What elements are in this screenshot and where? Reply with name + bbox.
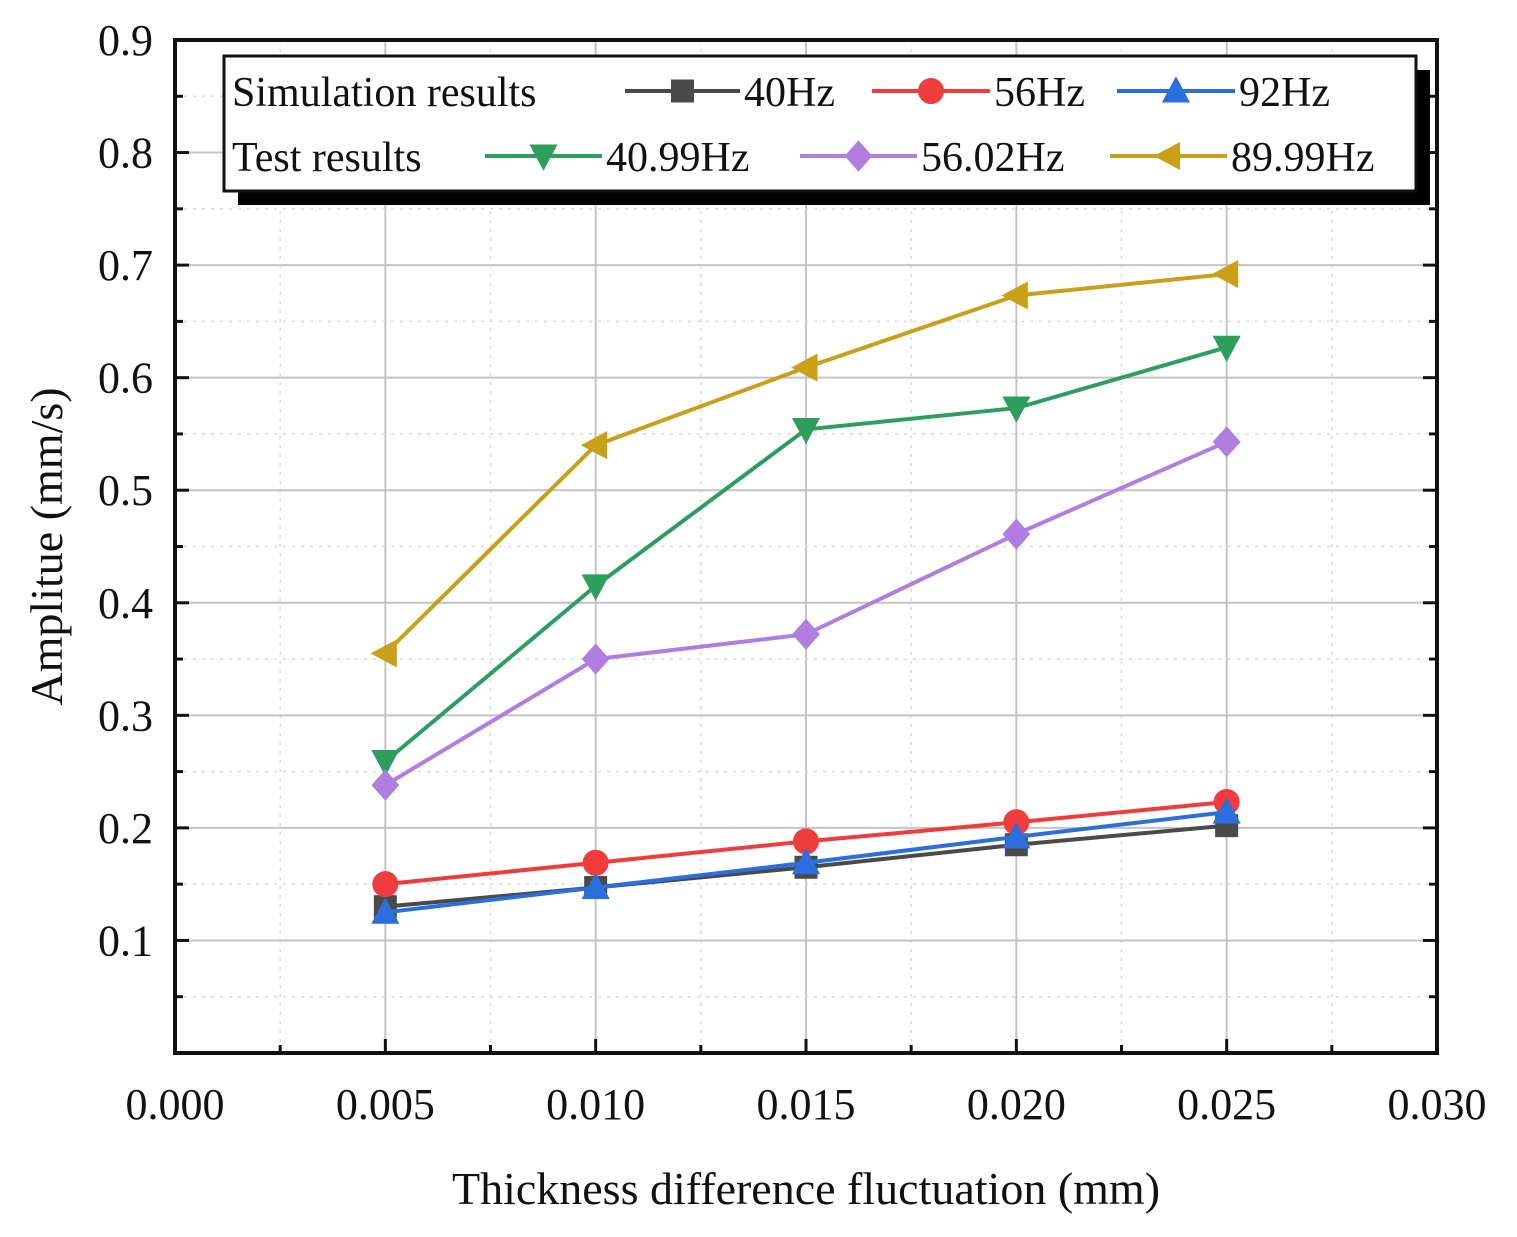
x-tick-label: 0.030 (1388, 1080, 1487, 1129)
y-tick-label: 0.7 (98, 241, 153, 290)
x-tick-label: 0.015 (757, 1080, 856, 1129)
legend-group-test: Test results (232, 135, 422, 181)
y-tick-label: 0.3 (98, 691, 153, 740)
triangle-up-marker (1212, 797, 1241, 824)
triangle-left-marker (1211, 260, 1239, 289)
legend-label: 89.99Hz (1231, 135, 1374, 181)
y-axis-title: Amplitue (mm/s) (21, 387, 72, 705)
x-tick-label: 0.010 (546, 1080, 645, 1129)
diamond-marker (1002, 518, 1031, 550)
legend-item-40Hz: 40Hz (625, 70, 835, 116)
y-tick-label: 0.6 (98, 354, 153, 403)
triangle-up-marker (1002, 822, 1031, 849)
legend-label: 40Hz (744, 70, 835, 116)
triangle-up-marker (581, 872, 610, 900)
x-tick-label: 0.005 (336, 1080, 435, 1129)
triangle-down-marker (529, 144, 558, 171)
legend-item-89.99Hz: 89.99Hz (1110, 135, 1374, 181)
x-tick-label: 0.025 (1177, 1080, 1276, 1129)
tick-labels: 0.000 0.005 0.010 0.015 0.020 0.025 0.030 0.1 0.… (98, 16, 1487, 1129)
series-89.99Hz (370, 260, 1239, 668)
triangle-left-marker (1153, 141, 1180, 171)
series-56Hz (372, 789, 1240, 898)
series-56.02Hz (371, 426, 1241, 801)
legend: Simulation results Test results 40Hz 56Hz… (222, 54, 1430, 205)
triangle-up-marker (791, 847, 821, 875)
legend-label: 56.02Hz (921, 135, 1064, 181)
triangle-up-marker (371, 897, 400, 924)
triangle-down-marker (1002, 396, 1031, 423)
x-tick-label: 0.000 (126, 1080, 225, 1129)
triangle-up-marker (1161, 76, 1191, 103)
legend-item-56Hz: 56Hz (872, 70, 1085, 116)
y-tick-label: 0.5 (98, 466, 153, 515)
diamond-marker (371, 769, 400, 801)
legend-group-simulation: Simulation results (232, 70, 537, 116)
legend-label: 92Hz (1239, 70, 1330, 116)
triangle-down-marker (371, 749, 400, 777)
triangle-down-marker (1212, 335, 1241, 363)
y-tick-label: 0.2 (98, 804, 153, 853)
circle-marker (372, 871, 399, 898)
diamond-marker (581, 643, 610, 675)
diamond-marker (844, 140, 873, 172)
x-axis-title: Thickness difference fluctuation (mm) (452, 1163, 1160, 1214)
triangle-left-marker (370, 639, 397, 668)
y-tick-label: 0.8 (98, 129, 153, 178)
triangle-down-marker (791, 417, 821, 445)
diamond-marker (792, 618, 820, 650)
x-tick-label: 0.020 (967, 1080, 1066, 1129)
diamond-marker (1212, 426, 1241, 458)
legend-box (222, 54, 1418, 193)
legend-item-92Hz: 92Hz (1117, 70, 1330, 116)
triangle-left-marker (791, 353, 818, 382)
y-tick-label: 0.1 (98, 916, 153, 965)
y-tick-label: 0.9 (98, 16, 153, 65)
triangle-left-marker (1001, 281, 1028, 310)
legend-item-56.02Hz: 56.02Hz (800, 135, 1064, 181)
legend-items: 40Hz 56Hz 92Hz 40.99Hz 56.02Hz 89.99Hz (485, 70, 1374, 181)
axis-ticks (173, 38, 1439, 1055)
square-marker (671, 79, 694, 103)
legend-item-40.99Hz: 40.99Hz (485, 135, 749, 181)
circle-marker (918, 78, 944, 104)
legend-label: 40.99Hz (606, 135, 749, 181)
circle-marker (582, 849, 609, 876)
series-92Hz (371, 797, 1241, 924)
triangle-left-marker (580, 431, 608, 460)
y-tick-label: 0.4 (98, 579, 153, 628)
legend-label: 56Hz (994, 70, 1085, 116)
series-40.99Hz (371, 335, 1241, 777)
series-lines (370, 260, 1241, 924)
triangle-down-marker (581, 574, 610, 601)
